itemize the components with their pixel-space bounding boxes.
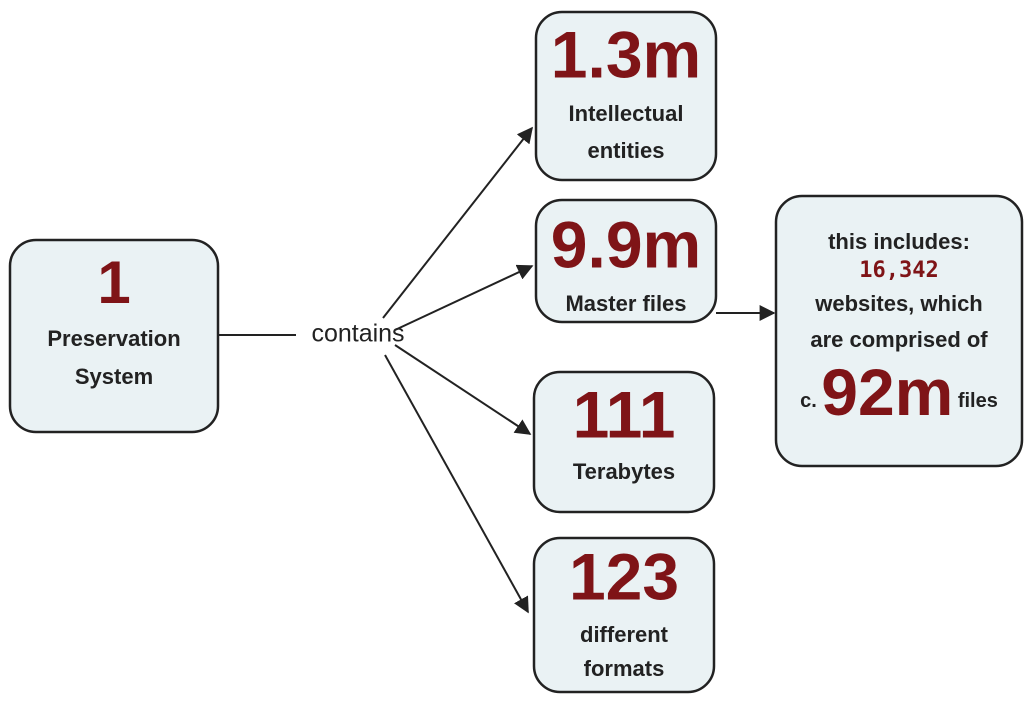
node-number: 1.3m [551, 17, 701, 91]
detail-total: 92m [821, 355, 953, 429]
node-box [532, 536, 716, 694]
source-label: Preservation [47, 326, 180, 351]
detail-suffix: files [958, 390, 998, 412]
detail-count: 16,342 [859, 258, 938, 283]
arrow [394, 264, 534, 331]
node-box [534, 10, 718, 182]
detail-box [774, 194, 1024, 468]
arrow [384, 354, 529, 614]
node-label: Master files [565, 291, 686, 316]
node-label: Terabytes [573, 459, 675, 484]
detail-intro: this includes: [828, 229, 970, 254]
detail-line: are comprised of [810, 327, 988, 352]
connector-label: contains [311, 320, 404, 348]
source-number: 1 [97, 249, 130, 316]
detail-prefix: c. [800, 390, 817, 412]
detail-total-line: c. 92m files [800, 355, 998, 429]
node-number: 123 [569, 539, 679, 613]
source-label: System [75, 364, 153, 389]
node-box [532, 370, 716, 514]
node-label: Intellectual [569, 101, 684, 126]
node-label: different [580, 622, 669, 647]
node-number: 9.9m [551, 207, 701, 281]
arrow [394, 344, 532, 435]
node-label: formats [584, 656, 665, 681]
detail-line: websites, which [814, 291, 983, 316]
node-number: 111 [573, 377, 676, 451]
arrow [382, 126, 533, 319]
node-label: entities [587, 138, 664, 163]
node-box [534, 198, 718, 324]
